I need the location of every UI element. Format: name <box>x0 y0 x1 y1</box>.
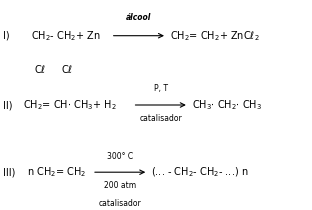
Text: CH$_3$$\cdot$ CH$_2$$\cdot$ CH$_3$: CH$_3$$\cdot$ CH$_2$$\cdot$ CH$_3$ <box>192 98 262 112</box>
Text: C$\ell$: C$\ell$ <box>34 63 46 75</box>
Text: álcool: álcool <box>126 13 152 22</box>
Text: 200 atm: 200 atm <box>104 181 136 190</box>
Text: C$\ell$: C$\ell$ <box>61 63 73 75</box>
Text: CH$_2$- CH$_2$+ Zn: CH$_2$- CH$_2$+ Zn <box>31 29 101 43</box>
Text: CH$_2$= CH$\cdot$ CH$_3$+ H$_2$: CH$_2$= CH$\cdot$ CH$_3$+ H$_2$ <box>23 98 117 112</box>
Text: II): II) <box>3 100 12 110</box>
Text: III): III) <box>3 167 16 177</box>
Text: n CH$_2$= CH$_2$: n CH$_2$= CH$_2$ <box>27 165 86 179</box>
Text: 300° C: 300° C <box>107 152 133 161</box>
Text: P, T: P, T <box>154 84 168 93</box>
Text: I): I) <box>3 31 10 41</box>
Text: CH$_2$= CH$_2$+ ZnC$\ell$$_2$: CH$_2$= CH$_2$+ ZnC$\ell$$_2$ <box>170 29 260 43</box>
Text: catalisador: catalisador <box>139 114 182 123</box>
Text: catalisador: catalisador <box>99 200 142 209</box>
Text: (... - CH$_2$- CH$_2$- ...) n: (... - CH$_2$- CH$_2$- ...) n <box>151 165 249 179</box>
